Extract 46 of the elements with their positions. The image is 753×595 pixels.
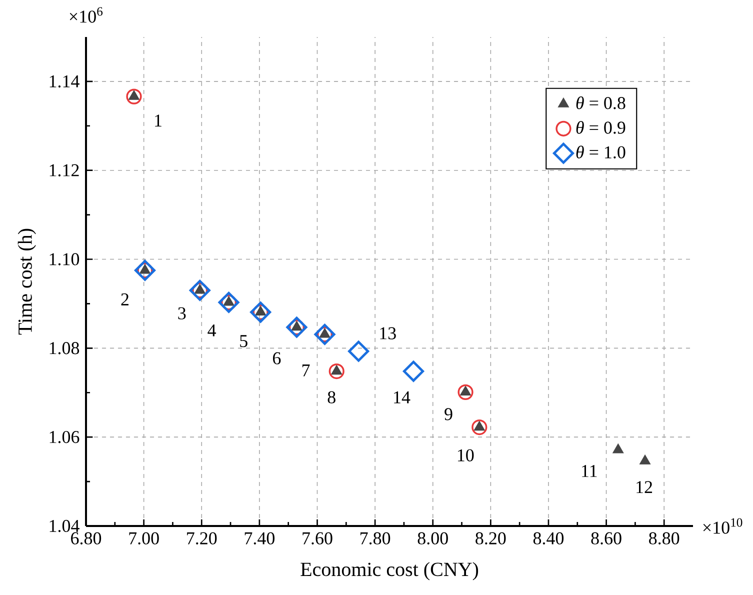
annotation: 1: [155, 114, 162, 126]
annotation: 14: [394, 391, 410, 404]
x-axis-title: Economic cost (CNY): [300, 562, 478, 580]
annotation: 2: [121, 293, 128, 306]
y-tick-label: 1.14: [50, 75, 80, 88]
point: [328, 363, 344, 380]
annotation: 3: [178, 307, 186, 320]
y-tick-label: 1.06: [50, 430, 80, 444]
x-tick-label: 8.80: [649, 532, 680, 544]
legend-label: θ = 0.8: [576, 96, 626, 110]
x-tick-label: 6.80: [71, 532, 102, 544]
point: [472, 419, 488, 436]
x-tick-label: 7.20: [187, 532, 217, 544]
y-tick-label: 1.08: [50, 342, 80, 354]
annotation: 12: [636, 481, 652, 494]
text: ×10$^{6}$: [70, 7, 103, 23]
x-tick-label: 8.60: [591, 532, 622, 544]
point: [126, 88, 142, 104]
annotation: 10: [458, 449, 474, 462]
point: [639, 454, 651, 464]
annotation: 13: [380, 327, 396, 340]
annotation: 9: [444, 408, 452, 420]
y-tick-label: 1.12: [50, 164, 79, 176]
annotation: 11: [582, 465, 597, 477]
x-tick-label: 8.20: [476, 532, 506, 544]
y-axis-title: Time cost (h): [18, 228, 36, 335]
text: ×10$^{10}$: [703, 518, 742, 534]
point: [612, 444, 624, 454]
point: [348, 340, 370, 362]
annotation: 8: [328, 391, 336, 404]
point: [402, 360, 424, 382]
x-tick-label: 7.40: [244, 532, 275, 544]
legend-label: θ = 1.0: [576, 146, 626, 158]
x-tick-label: 7.80: [360, 532, 390, 544]
annotation: 4: [208, 324, 216, 336]
x-tick-label: 8.40: [533, 532, 564, 544]
x-tick-label: 7.60: [302, 532, 332, 544]
x-tick-label: 7.00: [129, 532, 159, 544]
annotation: 6: [272, 352, 281, 364]
point: [458, 384, 474, 400]
legend-label: θ = 0.9: [576, 120, 626, 134]
annotation: 7: [302, 364, 310, 376]
x-tick-label: 8.00: [418, 532, 448, 544]
y-tick-label: 1.04: [50, 520, 80, 532]
annotation: 5: [240, 335, 248, 348]
y-tick-label: 1.10: [50, 253, 80, 266]
